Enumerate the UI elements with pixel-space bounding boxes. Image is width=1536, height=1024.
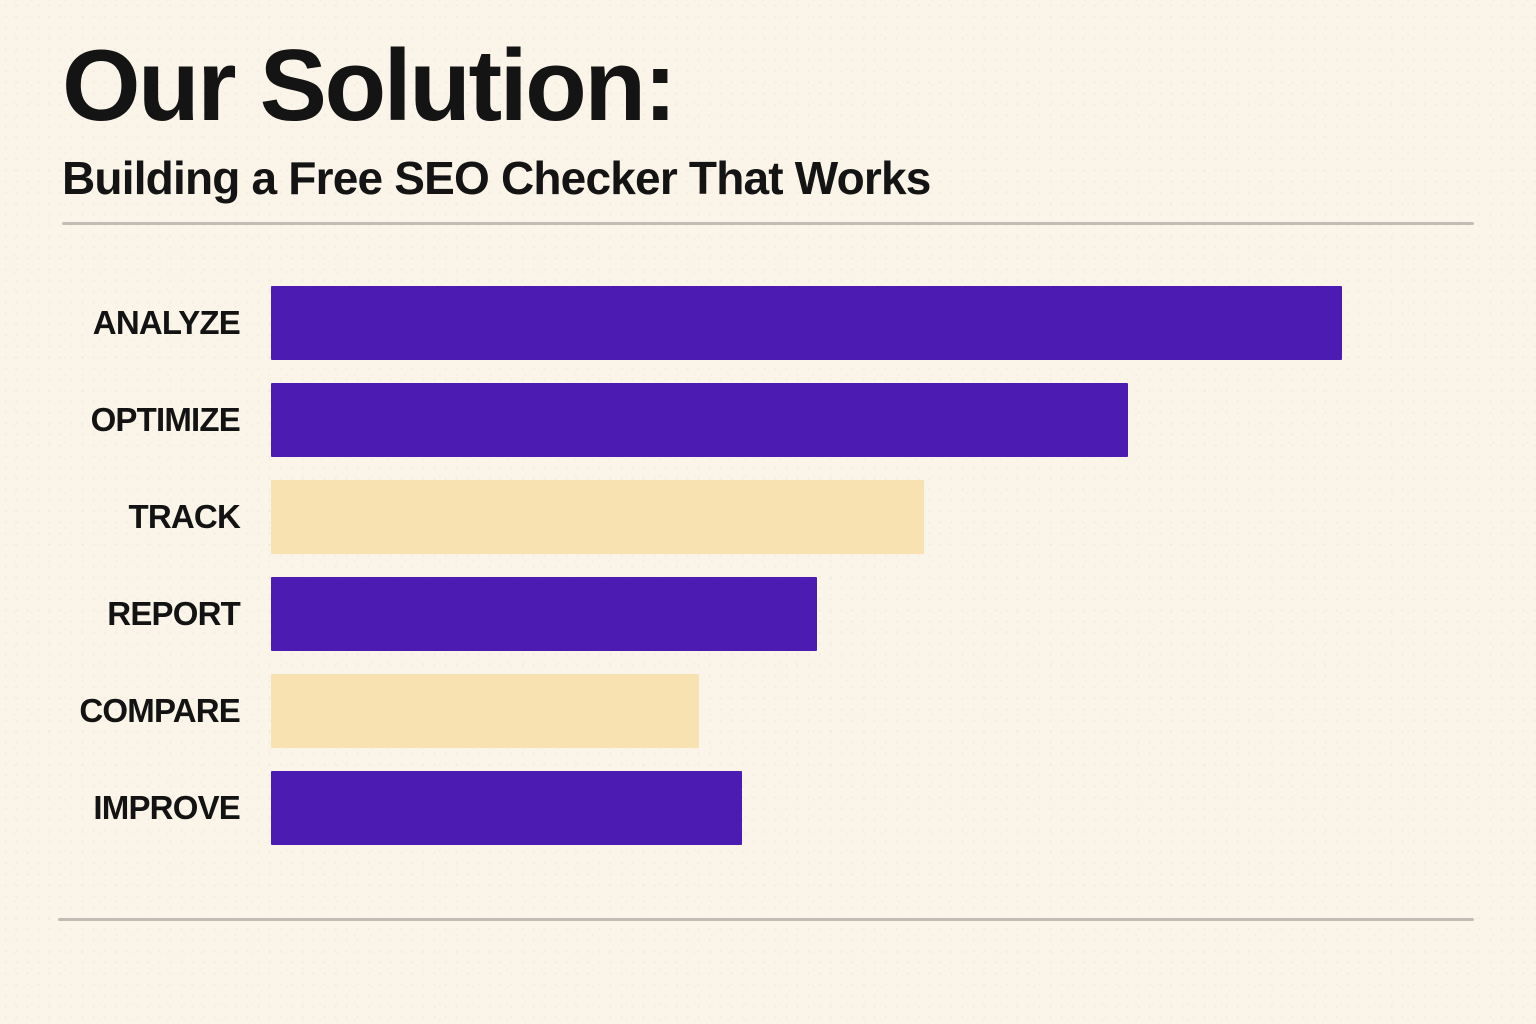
category-label-track: TRACK xyxy=(128,498,241,535)
bar-track xyxy=(271,480,924,554)
category-label-compare: COMPARE xyxy=(79,692,240,729)
category-label-analyze: ANALYZE xyxy=(92,304,241,341)
bar-analyze xyxy=(271,286,1342,360)
top-divider xyxy=(62,222,1474,225)
category-label-report: REPORT xyxy=(107,595,241,632)
bar-optimize xyxy=(271,383,1128,457)
bar-compare xyxy=(271,674,699,748)
bar-improve xyxy=(271,771,742,845)
chart-row-analyze: ANALYZE xyxy=(60,286,1480,360)
chart-row-report: REPORT xyxy=(60,577,1480,651)
page-subtitle: Building a Free SEO Checker That Works xyxy=(62,152,931,204)
bar-report xyxy=(271,577,817,651)
chart-row-track: TRACK xyxy=(60,480,1480,554)
bar-chart: ANALYZE OPTIMIZE TRACK REPORT COMPARE IMPROVE xyxy=(60,286,1480,845)
category-label-improve: IMPROVE xyxy=(93,789,240,826)
chart-row-optimize: OPTIMIZE xyxy=(60,383,1480,457)
category-label-optimize: OPTIMIZE xyxy=(90,401,241,438)
chart-row-compare: COMPARE xyxy=(60,674,1480,748)
bottom-divider xyxy=(58,918,1474,921)
chart-row-improve: IMPROVE xyxy=(60,771,1480,845)
page-title: Our Solution: xyxy=(62,30,677,142)
